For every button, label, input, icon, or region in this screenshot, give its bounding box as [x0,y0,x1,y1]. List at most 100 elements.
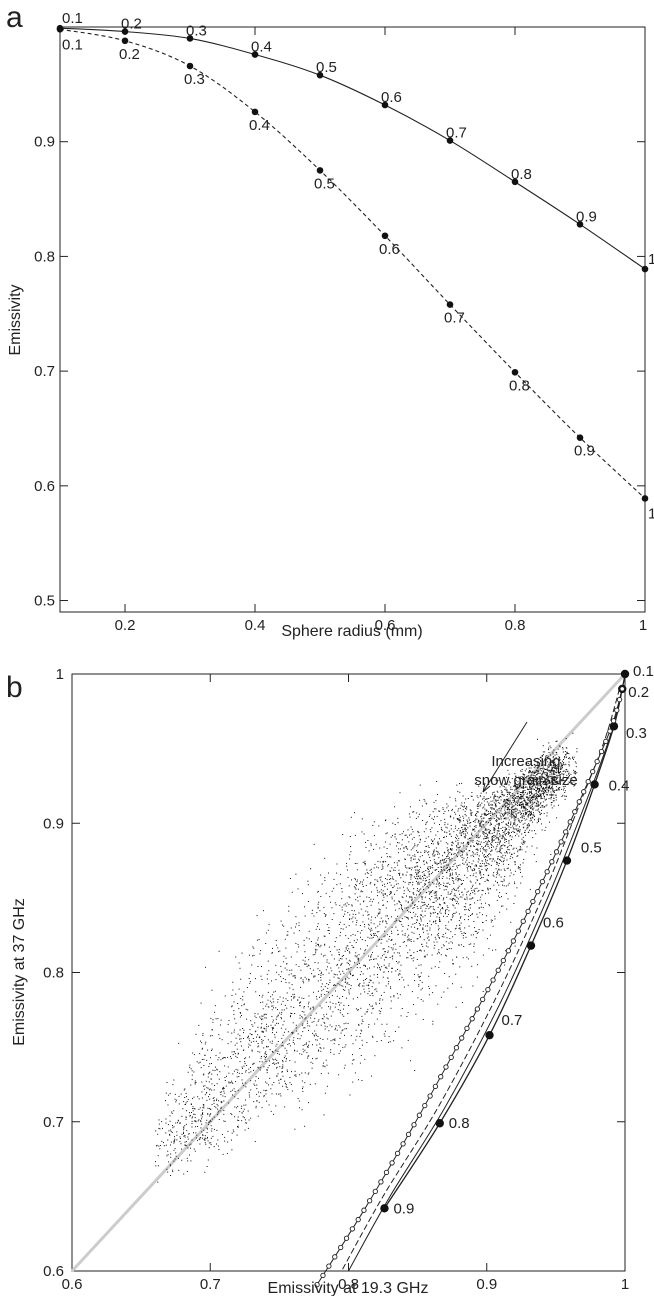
scatter-point [461,933,463,935]
scatter-point [437,1003,439,1005]
scatter-point [557,788,559,789]
scatter-point [467,919,469,921]
scatter-point [217,1114,219,1116]
scatter-point [434,897,436,899]
scatter-point [316,998,318,1000]
scatter-point [526,786,528,788]
scatter-point [499,834,501,836]
scatter-point [331,995,333,997]
scatter-point [384,967,386,969]
scatter-point [211,1089,213,1091]
scatter-point [513,812,515,814]
scatter-point [467,827,469,829]
scatter-point [535,779,537,781]
scatter-point [476,815,478,817]
scatter-point [546,771,548,773]
scatter-point [367,873,369,874]
scatter-point [298,925,300,926]
scatter-point [460,879,462,881]
scatter-point [309,1083,311,1085]
scatter-point [547,780,548,782]
scatter-point [231,995,233,996]
scatter-point [323,906,325,908]
point-label-a: 0.3 [186,22,207,39]
scatter-point [178,1042,180,1044]
scatter-point [565,754,567,756]
scatter-point [197,1126,199,1127]
data-point-a [316,71,324,79]
scatter-point [452,866,454,867]
scatter-point [266,1056,267,1058]
scatter-point [297,1033,299,1035]
scatter-point [499,814,501,816]
scatter-point [466,867,468,869]
scatter-point [428,939,430,941]
scatter-point [493,829,495,831]
scatter-point [543,781,545,783]
scatter-point [218,1100,220,1102]
scatter-point [370,898,372,900]
scatter-point [244,1119,246,1121]
scatter-point [450,828,452,830]
scatter-point [552,755,554,757]
scatter-point [452,898,453,900]
scatter-point [474,1010,476,1012]
scatter-point [527,792,528,794]
scatter-point [535,786,536,788]
scatter-point [255,1105,257,1107]
scatter-point [211,1118,213,1120]
scatter-point [508,829,510,831]
data-point-a [511,178,519,186]
scatter-point [544,829,546,831]
scatter-point [540,756,542,758]
data-point-a [186,62,194,70]
scatter-point [168,1094,170,1096]
scatter-point [368,914,370,915]
scatter-point [347,968,349,970]
scatter-point [279,1093,281,1095]
scatter-point [555,767,557,769]
scatter-point [502,854,504,856]
scatter-point [534,778,536,780]
scatter-point [449,874,451,876]
scatter-point [398,873,400,874]
point-label-a: 0.9 [574,443,595,460]
scatter-point [357,1009,359,1011]
scatter-point [486,859,488,861]
scatter-point [409,897,411,899]
scatter-point [466,863,468,865]
scatter-point [216,1129,218,1131]
scatter-point [203,1073,205,1075]
scatter-point [292,994,294,996]
scatter-point [395,943,397,945]
scatter-point [438,927,440,929]
scatter-point [398,869,400,871]
scatter-point [203,1088,205,1090]
scatter-point [534,766,536,768]
scatter-point [243,1104,245,1106]
scatter-point [530,767,532,769]
panel-label-b: b [6,671,23,704]
scatter-point [447,891,449,893]
scatter-point [319,1043,321,1045]
scatter-point [558,782,560,784]
scatter-point [337,983,339,985]
scatter-point [506,802,508,804]
scatter-point [386,956,388,958]
scatter-point [542,781,544,782]
scatter-point [248,1046,249,1048]
scatter-point [530,802,532,804]
scatter-point [539,789,541,791]
scatter-point [480,841,482,843]
scatter-point [348,896,350,898]
scatter-point [443,869,445,871]
scatter-point [462,894,464,896]
scatter-point [432,841,433,843]
scatter-point [530,814,531,816]
scatter-point [505,799,507,801]
scatter-point [540,790,542,792]
scatter-point [537,788,539,790]
scatter-point [433,947,435,949]
scatter-point [451,841,453,843]
scatter-point [397,968,398,970]
